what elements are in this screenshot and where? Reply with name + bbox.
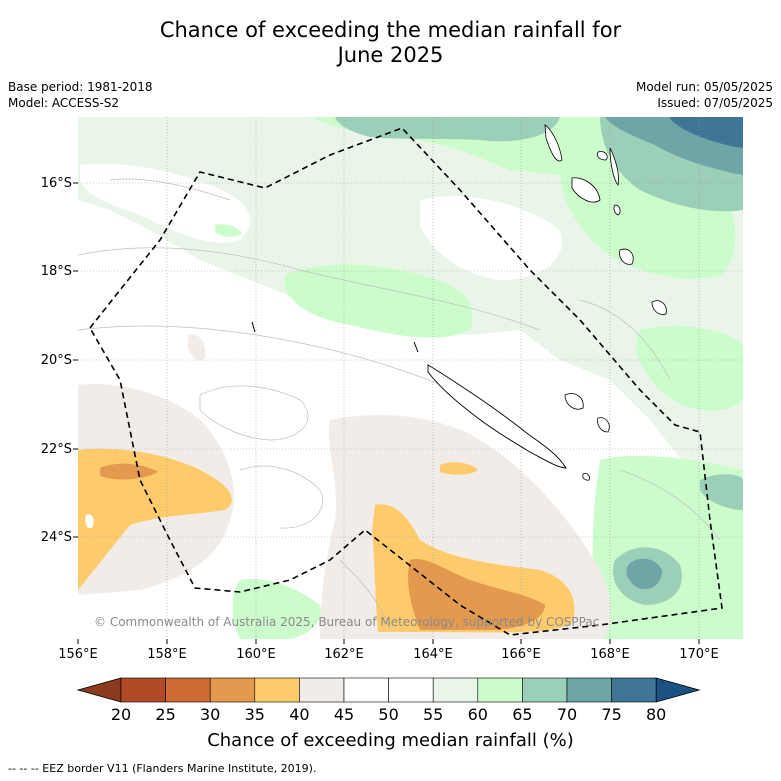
lon-label-166e: 166°E <box>501 647 541 662</box>
axis-ticks <box>73 182 700 644</box>
colorbar-tick-label: 55 <box>423 705 444 724</box>
colorbar-tick-label: 25 <box>155 705 176 724</box>
model-run: Model run: 05/05/2025 <box>635 80 773 94</box>
colorbar-tick-label: 70 <box>556 705 578 724</box>
colorbar-segment <box>566 677 612 703</box>
title-line-1: Chance of exceeding the median rainfall … <box>159 18 622 42</box>
colorbar-tick-label: 45 <box>333 705 355 724</box>
eez-footnote: -- -- -- EEZ border V11 (Flanders Marine… <box>8 762 317 775</box>
eez-border <box>89 127 723 636</box>
lon-label-170e: 170°E <box>679 647 719 662</box>
new-caledonia-island <box>427 364 567 469</box>
colorbar-high-extend <box>655 677 701 703</box>
colorbar-tick-label: 75 <box>601 705 622 724</box>
issued-date: Issued: 07/05/2025 <box>657 96 773 110</box>
colorbar-tick-label: 40 <box>289 705 310 724</box>
colorbar-label: Chance of exceeding median rainfall (%) <box>207 730 574 751</box>
colorbar-segment <box>611 677 657 703</box>
colorbar-low-extend <box>76 677 122 703</box>
colorbar-segment <box>299 677 345 703</box>
lat-label-24s: 24°S <box>40 530 72 545</box>
lon-label-168e: 168°E <box>590 647 630 662</box>
lon-label-158e: 158°E <box>147 647 187 662</box>
lon-label-162e: 162°E <box>324 647 364 662</box>
copyright-notice: © Commonwealth of Australia 2025, Bureau… <box>94 615 600 629</box>
meta-right: Model run: 05/05/2025 Issued: 07/05/2025 <box>636 79 773 111</box>
colorbar-tick-label: 60 <box>467 705 488 724</box>
colorbar-segment <box>120 677 166 703</box>
lat-label-20s: 20°S <box>40 353 72 368</box>
colorbar-segment <box>388 677 434 703</box>
title-line-2: June 2025 <box>337 43 444 67</box>
rainfall-field <box>78 117 743 639</box>
colorbar-tick-label: 80 <box>646 705 667 724</box>
lat-label-22s: 22°S <box>40 442 72 457</box>
lon-label-156e: 156°E <box>58 647 98 662</box>
colorbar-segment <box>477 677 523 703</box>
lon-label-160e: 160°E <box>236 647 276 662</box>
lat-label-18s: 18°S <box>40 264 72 279</box>
colorbar-segment <box>343 677 389 703</box>
colorbar-tick-label: 35 <box>244 705 265 724</box>
colorbar-tick-label: 20 <box>110 705 132 724</box>
colorbar-tick-label: 30 <box>200 705 221 724</box>
colorbar <box>76 677 701 703</box>
colorbar-tick-label: 50 <box>378 705 399 724</box>
colorbar-segment <box>522 677 568 703</box>
model-name: Model: ACCESS-S2 <box>8 96 120 110</box>
colorbar-segment <box>432 677 479 703</box>
colorbar-tick-label: 65 <box>512 705 533 724</box>
lon-label-164e: 164°E <box>413 647 453 662</box>
map-title: Chance of exceeding the median rainfall … <box>0 18 781 68</box>
colorbar-segment <box>209 677 256 703</box>
meta-left: Base period: 1981-2018 Model: ACCESS-S2 <box>8 79 153 111</box>
colorbar-segment <box>254 677 300 703</box>
base-period: Base period: 1981-2018 <box>8 80 153 94</box>
lat-label-16s: 16°S <box>40 176 72 191</box>
colorbar-segment <box>165 677 211 703</box>
